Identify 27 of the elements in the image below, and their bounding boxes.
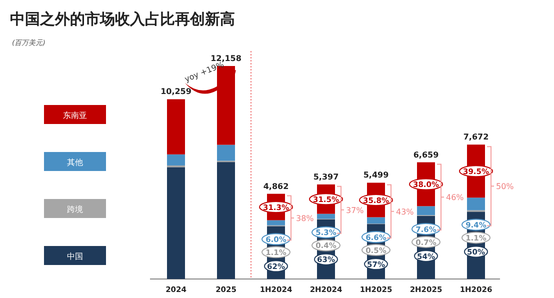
annotation: 4,862 <box>263 182 289 191</box>
annotation: 46% <box>446 193 464 202</box>
text: 东南亚 <box>63 111 87 120</box>
annotation: 43% <box>396 207 414 216</box>
text: 12,158 <box>210 54 242 63</box>
annotation: 5,397 <box>313 172 339 182</box>
annotation: 37% <box>346 206 364 215</box>
text: 其他 <box>67 158 83 167</box>
annotation: 5,499 <box>363 170 390 180</box>
annotation: 38% <box>296 214 314 223</box>
text: 中国 <box>67 252 83 261</box>
text: 跨境 <box>67 205 83 214</box>
bar <box>317 214 335 219</box>
chart-title: 中国之外的市场收入占比再创新高 <box>10 10 235 28</box>
bar <box>267 220 285 226</box>
annotation: 50% <box>496 182 514 192</box>
bar <box>167 99 185 154</box>
bar <box>167 154 185 166</box>
annotation: 7,672 <box>463 132 489 142</box>
bar <box>217 144 235 161</box>
bar <box>217 162 235 279</box>
bar <box>417 206 435 216</box>
bar <box>167 167 185 279</box>
annotation: 6,659 <box>413 150 440 160</box>
bar <box>467 198 485 210</box>
annotation: 10,259 <box>160 87 192 96</box>
bar <box>367 217 385 224</box>
